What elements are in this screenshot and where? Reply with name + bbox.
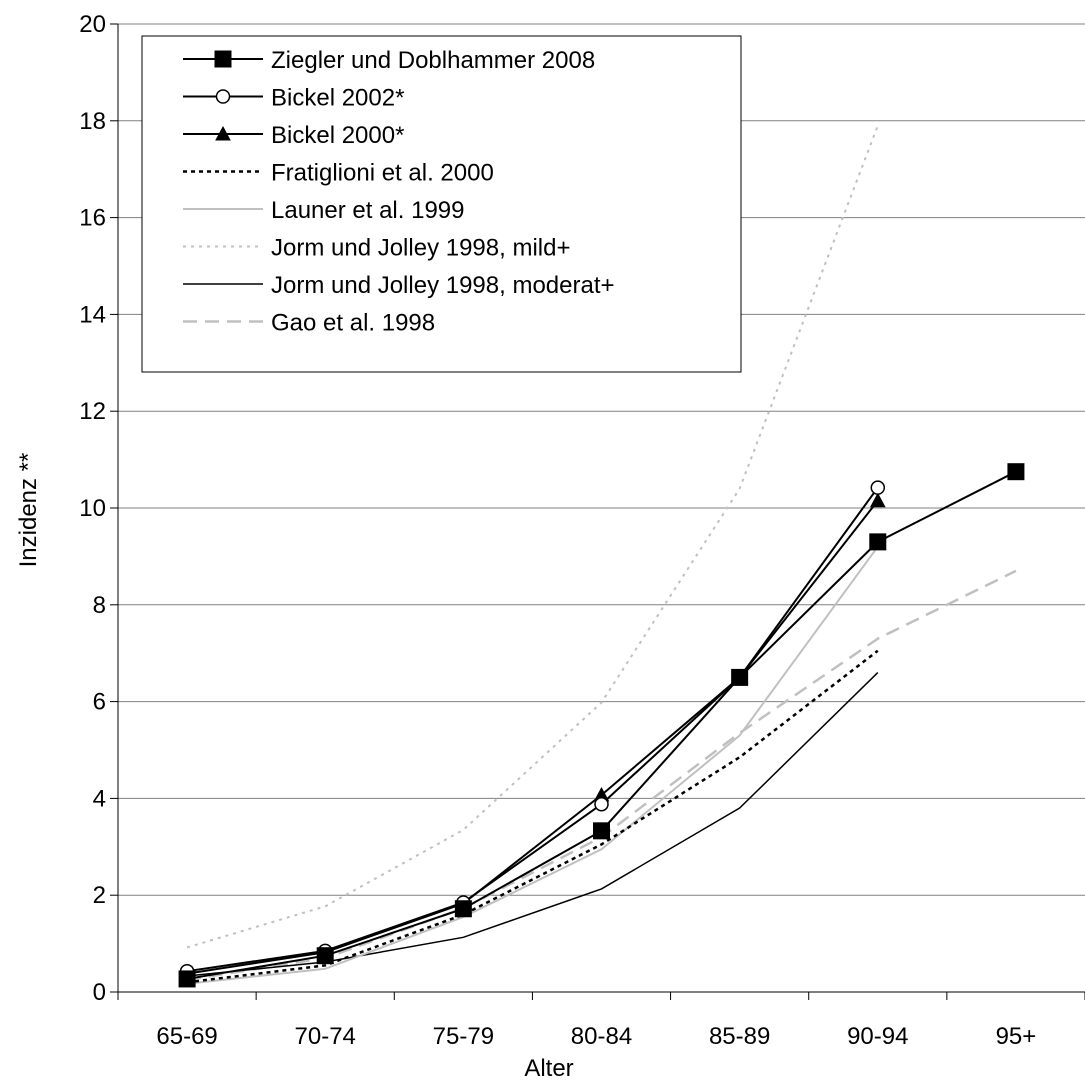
series-line (186, 672, 879, 977)
legend-label: Gao et al. 1998 (271, 310, 435, 337)
series-5 (186, 546, 879, 985)
series-layer (178, 125, 1025, 988)
y-tick-label: 12 (79, 398, 106, 425)
legend-item: Launer et al. 1999 (183, 197, 465, 224)
x-axis-title: Alter (524, 1055, 573, 1080)
series-line (186, 649, 879, 984)
legend-label: Bickel 2002* (271, 85, 404, 112)
legend-item: Jorm und Jolley 1998, moderat+ (183, 272, 615, 299)
series-line (186, 500, 879, 975)
x-tick-label: 80-84 (571, 1023, 632, 1050)
x-tick-label: 95+ (996, 1023, 1037, 1050)
y-tick-label: 14 (79, 301, 106, 328)
y-tick-label: 6 (93, 689, 106, 716)
circle-marker (215, 89, 231, 104)
y-tick-label: 4 (93, 785, 106, 812)
y-tick-label: 18 (79, 108, 106, 135)
y-tick-label: 10 (79, 495, 106, 522)
legend-label: Jorm und Jolley 1998, mild+ (271, 235, 570, 262)
square-marker (869, 533, 887, 551)
y-tick-label: 2 (93, 882, 106, 909)
legend: Ziegler und Doblhammer 2008 Bickel 2002* B… (141, 35, 742, 373)
square-marker (731, 668, 749, 686)
legend-box (141, 35, 742, 373)
triangle-marker (869, 492, 886, 508)
series-line (186, 470, 1017, 980)
legend-label: Jorm und Jolley 1998, moderat+ (271, 272, 615, 299)
legend-item: Fratiglioni et al. 2000 (183, 160, 494, 187)
x-tick-label: 65-69 (156, 1023, 217, 1050)
y-tick-label: 8 (93, 592, 106, 619)
square-marker (593, 822, 610, 840)
legend-item: Bickel 2000* (183, 122, 404, 149)
series-4 (186, 649, 879, 984)
series-line (186, 487, 879, 973)
square-marker (454, 900, 472, 918)
series-line (186, 125, 879, 949)
square-marker (1007, 463, 1025, 481)
legend-item: Gao et al. 1998 (183, 310, 435, 337)
legend-label: Bickel 2000* (271, 122, 404, 149)
legend-item: Jorm und Jolley 1998, mild+ (183, 235, 570, 262)
series-2 (179, 480, 886, 979)
triangle-marker (215, 125, 231, 141)
square-marker (214, 50, 232, 68)
square-marker (178, 970, 196, 988)
x-tick-label: 70-74 (295, 1023, 356, 1050)
x-tick-label: 90-94 (847, 1023, 908, 1050)
y-axis-ticks: 0 2 4 6 8 10 12 14 16 18 20 (79, 11, 118, 1006)
circle-marker (870, 480, 886, 495)
y-tick-label: 0 (93, 979, 106, 1006)
series-6 (186, 125, 879, 949)
legend-item: Bickel 2002* (183, 85, 404, 112)
series-line (186, 546, 879, 985)
series-line (186, 569, 1017, 982)
x-tick-label: 85-89 (709, 1023, 770, 1050)
legend-item: Ziegler und Doblhammer 2008 (183, 47, 595, 74)
series-1 (178, 463, 1025, 988)
x-tick-label: 75-79 (433, 1023, 494, 1050)
legend-label: Launer et al. 1999 (271, 197, 465, 224)
series-3 (179, 492, 886, 981)
series-8 (186, 569, 1017, 982)
y-axis-title: Inzidenz ** (15, 453, 42, 568)
series-7 (186, 672, 879, 977)
legend-label: Ziegler und Doblhammer 2008 (271, 47, 595, 74)
legend-label: Fratiglioni et al. 2000 (271, 160, 494, 187)
circle-marker (594, 796, 609, 812)
x-axis-ticks: 65-69 70-74 75-79 80-84 85-89 90-94 95+ (117, 992, 1085, 1050)
y-tick-label: 20 (79, 11, 106, 38)
y-tick-label: 16 (79, 205, 106, 232)
square-marker (316, 947, 334, 965)
